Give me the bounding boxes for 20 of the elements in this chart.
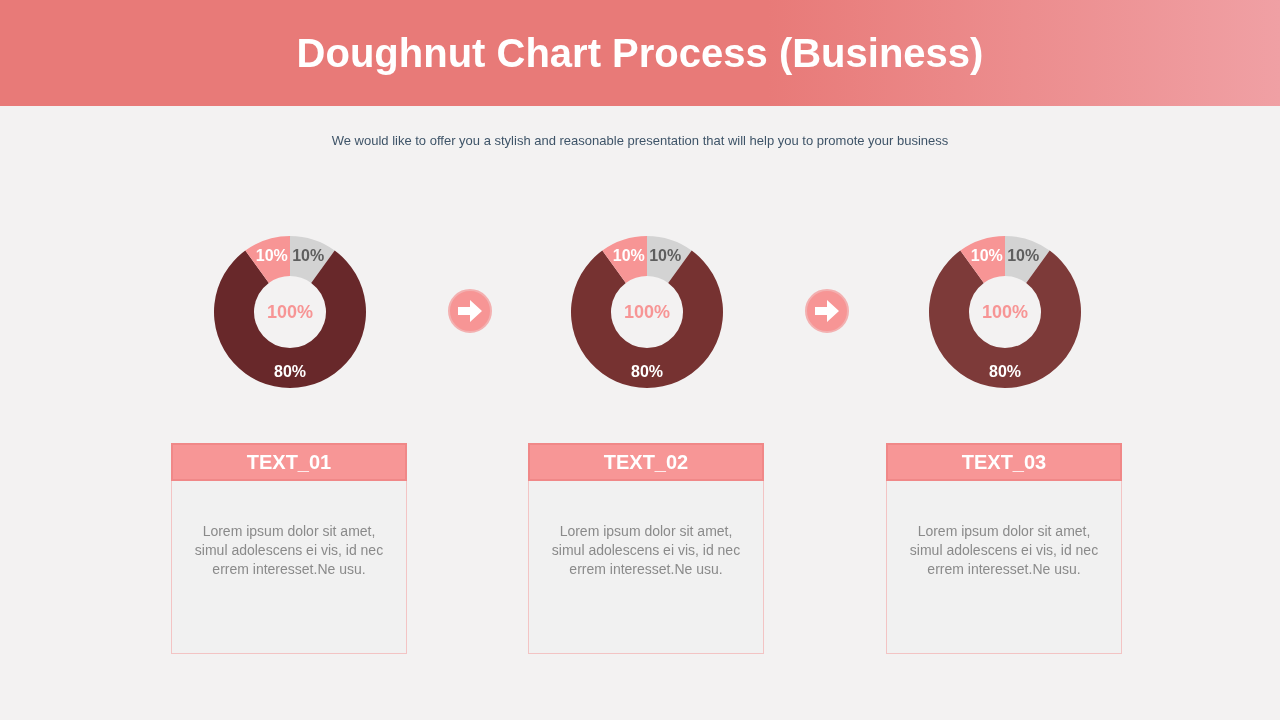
text: We would like to offer you a stylish and reasonable presentation that will help you to promote your business bbox=[330, 133, 950, 148]
text: Doughnut Chart Process (Business) bbox=[0, 0, 1280, 106]
text: 100% bbox=[981, 302, 1029, 322]
data-label: 10% bbox=[649, 247, 682, 265]
data-label: 10% bbox=[612, 247, 645, 265]
text: 100% bbox=[266, 302, 314, 322]
data-label: 80% bbox=[273, 362, 307, 380]
data-label: 10% bbox=[255, 247, 288, 265]
text: Lorem ipsum dolor sit amet, simul adolescens ei vis, id nec errem interesset.Ne usu. bbox=[908, 522, 1100, 579]
data-label: 80% bbox=[630, 362, 664, 380]
text: TEXT_02 bbox=[528, 443, 764, 481]
text: TEXT_01 bbox=[171, 443, 407, 481]
text: Lorem ipsum dolor sit amet, simul adolescens ei vis, id nec errem interesset.Ne usu. bbox=[193, 522, 385, 579]
text: 100% bbox=[623, 302, 671, 322]
text: TEXT_03 bbox=[886, 443, 1122, 481]
data-label: 10% bbox=[970, 247, 1003, 265]
data-label: 10% bbox=[1007, 247, 1040, 265]
data-label: 80% bbox=[988, 362, 1022, 380]
text: Lorem ipsum dolor sit amet, simul adolescens ei vis, id nec errem interesset.Ne usu. bbox=[550, 522, 742, 579]
data-label: 10% bbox=[292, 247, 325, 265]
